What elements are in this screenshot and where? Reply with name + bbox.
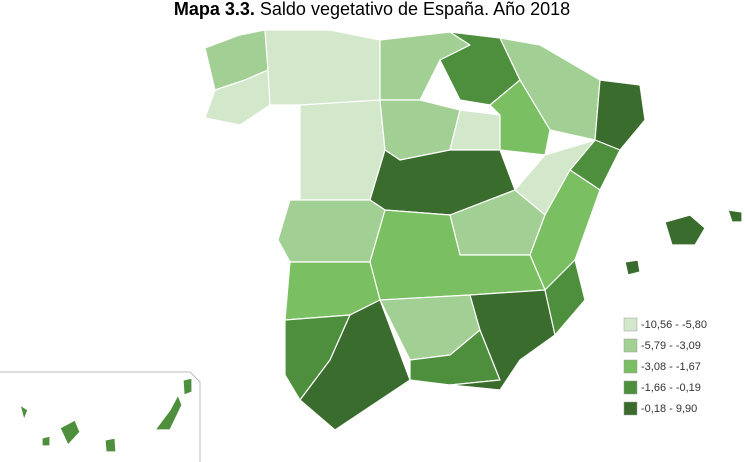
province <box>60 420 80 445</box>
province <box>625 260 640 275</box>
legend-label: -10,56 - -5,80 <box>641 319 707 331</box>
page: Mapa 3.3. Saldo vegetativo de España. Añ… <box>0 0 745 462</box>
legend-swatch <box>624 339 637 352</box>
province <box>155 395 182 430</box>
legend-swatch <box>624 381 637 394</box>
legend-swatch <box>624 318 637 331</box>
province <box>300 100 385 200</box>
legend-label: -1,66 - -0,19 <box>641 382 701 394</box>
title-bold: Mapa 3.3. <box>174 0 255 19</box>
province <box>728 210 742 222</box>
legend-swatch <box>624 360 637 373</box>
legend-label: -3,08 - -1,67 <box>641 361 701 373</box>
province <box>265 30 380 105</box>
map-title: Mapa 3.3. Saldo vegetativo de España. Añ… <box>174 0 570 19</box>
province <box>665 215 705 245</box>
map: Mapa 3.3. Saldo vegetativo de España. Añ… <box>0 0 745 462</box>
legend-label: -0,18 - 9,90 <box>641 403 697 415</box>
province <box>278 200 385 262</box>
legend-label: -5,79 - -3,09 <box>641 340 701 352</box>
province <box>105 438 116 452</box>
province <box>42 436 50 446</box>
province <box>20 405 28 420</box>
legend: -10,56 - -5,80 -5,79 - -3,09 -3,08 - -1,67… <box>624 318 707 415</box>
province <box>183 378 192 395</box>
province <box>595 80 645 150</box>
legend-swatch <box>624 402 637 415</box>
title-rest: Saldo vegetativo de España. Año 2018 <box>260 0 570 19</box>
